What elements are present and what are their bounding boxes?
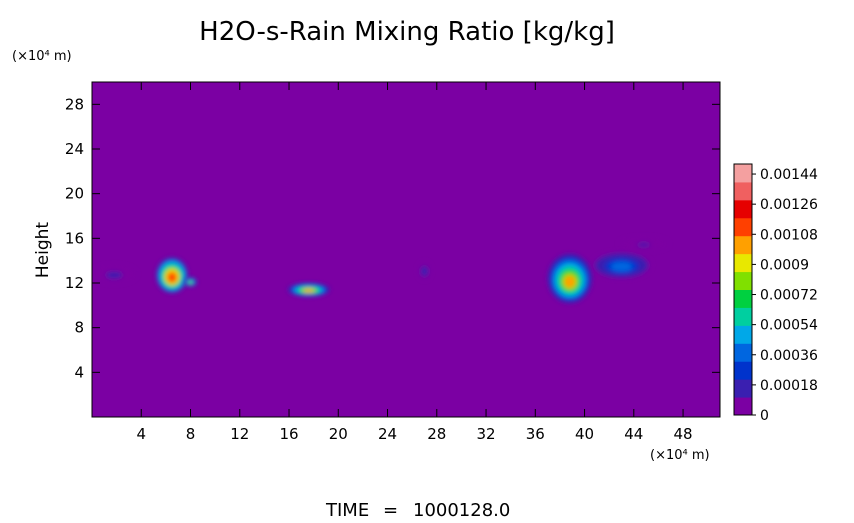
x-tick-label: 4: [136, 425, 146, 443]
x-axis: 4 8 12 16 20 24 28 32 36 40 44 48: [136, 82, 693, 443]
x-tick-label: 44: [624, 425, 643, 443]
colorbar-swatch: [734, 379, 752, 398]
rain-feature: [591, 251, 652, 279]
rain-feature: [619, 237, 669, 251]
y-tick-label: 8: [74, 319, 84, 337]
colorbar-tick-label: 0.00036: [760, 348, 818, 364]
y-tick-label: 12: [65, 274, 84, 292]
y-axis: 4 8 12 16 20 24 28: [65, 95, 720, 381]
x-tick-label: 32: [476, 425, 495, 443]
rain-contour: [303, 288, 315, 293]
data-features: [92, 237, 669, 304]
time-separator: =: [383, 500, 398, 519]
rain-feature: [547, 253, 592, 304]
y-tick-label: 4: [74, 363, 84, 381]
colorbar-tick-label: 0.00126: [760, 197, 818, 213]
y-axis-unit: (×10⁴ m): [12, 49, 72, 64]
rain-feature: [418, 261, 431, 280]
colorbar-swatch: [734, 271, 752, 290]
time-label: TIME: [325, 500, 369, 519]
x-tick-label: 8: [186, 425, 196, 443]
colorbar-swatch: [734, 217, 752, 237]
plot-frame: [91, 81, 721, 418]
x-tick-label: 24: [378, 425, 397, 443]
rain-feature: [92, 265, 137, 284]
x-tick-label: 36: [526, 425, 545, 443]
rain-contour: [167, 272, 177, 283]
rain-feature: [184, 277, 197, 287]
plot-area: [92, 82, 720, 417]
colorbar-tick-label: 0.00018: [760, 378, 818, 394]
x-tick-label: 16: [279, 425, 298, 443]
rain-contour: [108, 272, 120, 278]
x-tick-label: 12: [230, 425, 249, 443]
rain-feature: [287, 283, 330, 297]
colorbar-swatch: [734, 199, 752, 219]
colorbar-swatch: [734, 181, 752, 201]
y-tick-label: 24: [65, 140, 84, 158]
colorbar-swatch: [734, 235, 752, 255]
rain-feature: [156, 257, 189, 294]
colorbar-tick-label: 0.0009: [760, 257, 809, 273]
colorbar-tick-label: 0.00144: [760, 167, 818, 183]
colorbar: 0 0.00018 0.00036 0.00054 0.00072 0.0009 0.001…: [733, 163, 818, 424]
y-axis-label: Height: [33, 222, 53, 279]
colorbar-swatch: [734, 397, 752, 416]
y-tick-label: 16: [65, 229, 84, 247]
y-tick-label: 20: [65, 185, 84, 203]
colorbar-swatch: [734, 325, 752, 344]
colorbar-swatch: [734, 343, 752, 362]
colorbar-tick-label: 0: [760, 408, 769, 424]
rain-contour: [188, 281, 193, 284]
y-tick-label: 28: [65, 95, 84, 113]
colorbar-tick-label: 0.00072: [760, 288, 818, 304]
rain-contour: [613, 263, 630, 271]
colorbar-tick-label: 0.00108: [760, 227, 818, 243]
rain-contour: [637, 243, 650, 247]
colorbar-swatch: [734, 253, 752, 273]
colorbar-swatch: [734, 289, 752, 308]
x-tick-label: 28: [427, 425, 446, 443]
colorbar-swatch: [734, 307, 752, 326]
x-tick-label: 40: [575, 425, 594, 443]
x-tick-label: 20: [329, 425, 348, 443]
colorbar-swatch: [734, 164, 752, 183]
colorbar-tick-label: 0.00054: [760, 318, 818, 334]
rain-contour: [422, 269, 427, 275]
colorbar-swatch: [734, 361, 752, 380]
x-tick-label: 48: [674, 425, 693, 443]
colorbar-frame: [733, 163, 753, 416]
rain-contour: [564, 275, 576, 289]
x-axis-unit: (×10⁴ m): [650, 448, 710, 463]
chart-title: H2O-s-Rain Mixing Ratio [kg/kg]: [199, 17, 615, 47]
time-value: 1000128.0: [413, 500, 510, 519]
